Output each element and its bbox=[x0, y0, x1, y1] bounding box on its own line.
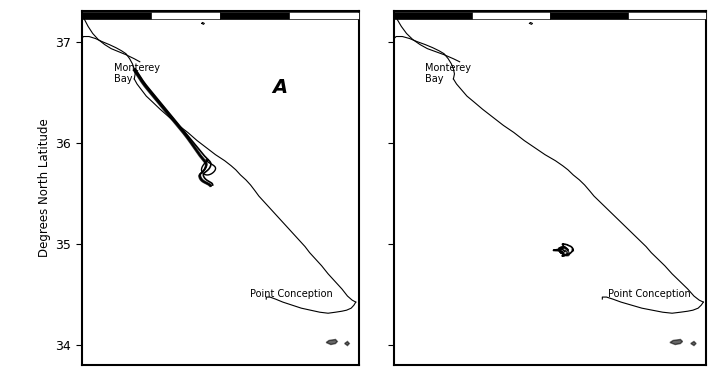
Text: Monterey
Bay: Monterey Bay bbox=[425, 63, 471, 84]
Bar bbox=[472, 12, 550, 19]
Y-axis label: Degrees North Latitude: Degrees North Latitude bbox=[38, 118, 51, 258]
Text: Point Conception: Point Conception bbox=[250, 289, 332, 299]
Polygon shape bbox=[344, 341, 349, 346]
Bar bbox=[82, 12, 151, 19]
Bar bbox=[290, 12, 359, 19]
Polygon shape bbox=[691, 341, 696, 346]
Text: Point Conception: Point Conception bbox=[608, 289, 690, 299]
Text: Monterey
Bay: Monterey Bay bbox=[114, 63, 160, 84]
Bar bbox=[151, 12, 220, 19]
Polygon shape bbox=[670, 340, 682, 344]
Bar bbox=[550, 12, 628, 19]
Polygon shape bbox=[327, 340, 337, 344]
Bar bbox=[628, 12, 706, 19]
Bar bbox=[394, 12, 472, 19]
Bar bbox=[220, 12, 290, 19]
Text: A: A bbox=[273, 77, 288, 97]
